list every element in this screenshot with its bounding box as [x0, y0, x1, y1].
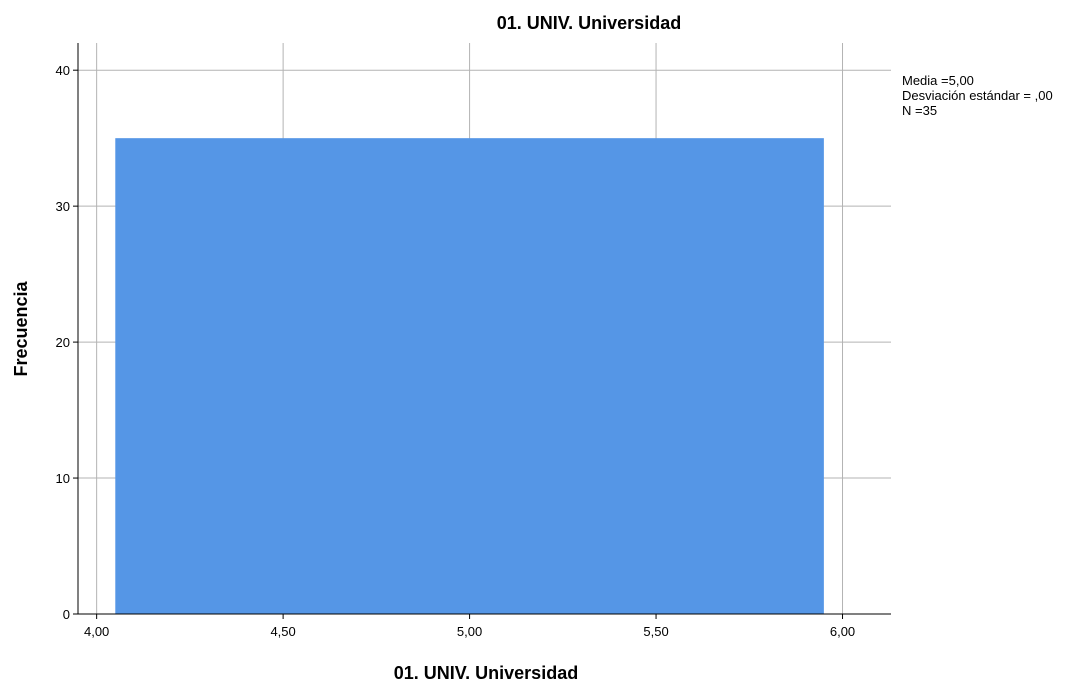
x-axis-label: 01. UNIV. Universidad	[394, 663, 578, 683]
chart-title: 01. UNIV. Universidad	[497, 13, 681, 33]
y-tick-label: 40	[56, 63, 70, 78]
x-tick-label: 4,50	[270, 624, 295, 639]
y-tick-label: 10	[56, 471, 70, 486]
stats-mean: Media =5,00	[902, 73, 974, 88]
y-axis-label: Frecuencia	[11, 280, 31, 376]
stats-n: N =35	[902, 103, 937, 118]
bars	[115, 138, 824, 614]
stats-box: Media =5,00 Desviación estándar = ,00 N …	[902, 73, 1053, 118]
y-tick-label: 0	[63, 607, 70, 622]
x-tick-label: 4,00	[84, 624, 109, 639]
stats-std-dev: Desviación estándar = ,00	[902, 88, 1053, 103]
axes	[77, 43, 891, 615]
histogram-bar	[115, 138, 824, 614]
x-tick-label: 6,00	[830, 624, 855, 639]
x-tick-label: 5,00	[457, 624, 482, 639]
tick-labels: 4,00 4,50 5,00 5,50 6,00 0 10 20 30 40	[56, 63, 856, 639]
y-tick-label: 20	[56, 335, 70, 350]
y-tick-label: 30	[56, 199, 70, 214]
x-tick-label: 5,50	[643, 624, 668, 639]
